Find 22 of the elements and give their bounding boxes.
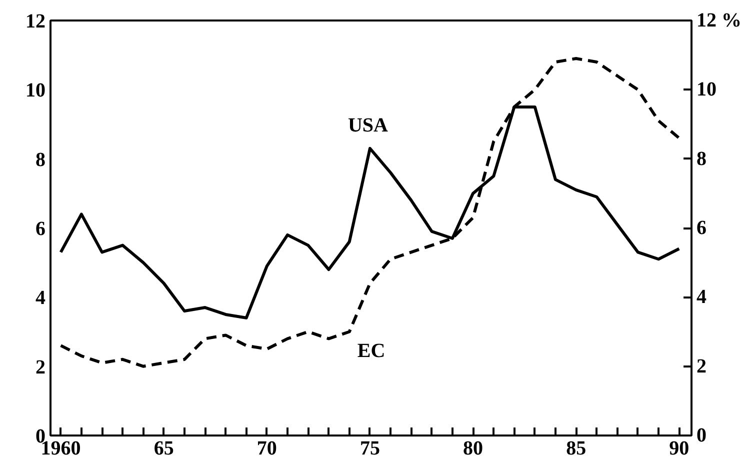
x-tick-label: 65: [154, 438, 174, 460]
series-label: EC: [357, 340, 386, 362]
line-series: [59, 57, 681, 368]
y-tick-label: 4: [36, 287, 46, 310]
y2-tick-label: 6: [696, 217, 706, 239]
y2-tick-label: 2: [696, 355, 706, 378]
y-tick-label: 12: [26, 10, 46, 32]
y-tick-label: 6: [36, 218, 46, 240]
y-tick-label: 10: [26, 80, 46, 102]
y2-tick-label: 12 %: [696, 10, 742, 32]
y-tick-label: 8: [36, 148, 46, 171]
y2-tick-label: 10: [696, 78, 716, 101]
x-tick-label: 80: [463, 438, 484, 460]
x-tick-label: 90: [669, 438, 690, 460]
x-tick-label: 75: [360, 438, 380, 460]
y2-tick-label: 0: [696, 424, 706, 446]
x-tick-label: 85: [566, 438, 586, 460]
series-label: USA: [348, 114, 389, 136]
x-tick-label: 70: [256, 438, 277, 460]
y2-tick-label: 4: [696, 286, 706, 308]
y2-tick-label: 8: [696, 148, 706, 170]
y-tick-label: 2: [36, 356, 46, 378]
